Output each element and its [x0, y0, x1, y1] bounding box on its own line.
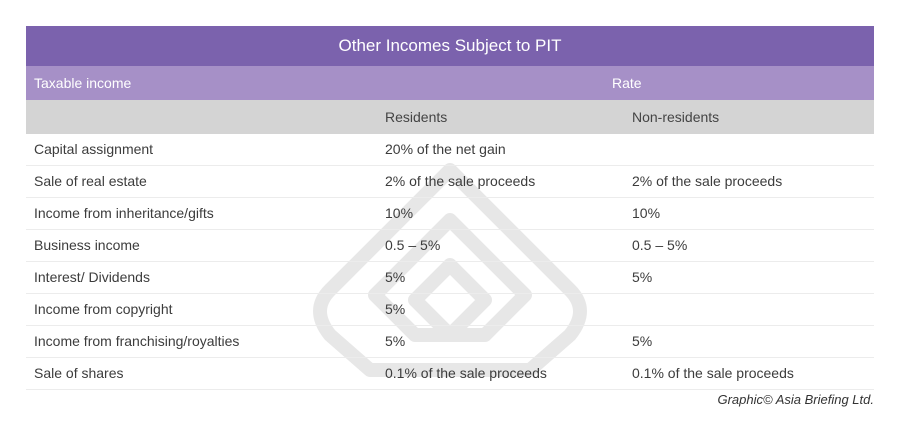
table-title: Other Incomes Subject to PIT — [26, 26, 874, 66]
cell-income: Interest/ Dividends — [34, 269, 150, 285]
cell-residents: 0.5 – 5% — [385, 237, 441, 253]
cell-income: Income from franchising/royalties — [34, 333, 240, 349]
cell-residents: 10% — [385, 205, 414, 221]
cell-income: Sale of shares — [34, 365, 124, 381]
header-rate: Rate — [612, 75, 642, 91]
subheader-residents: Residents — [385, 109, 448, 125]
cell-residents: 20% of the net gain — [385, 141, 506, 157]
cell-income: Income from inheritance/gifts — [34, 205, 214, 221]
income-table: Other Incomes Subject to PIT Taxable inc… — [26, 26, 874, 390]
cell-non-residents: 2% of the sale proceeds — [632, 173, 783, 189]
cell-income: Capital assignment — [34, 141, 154, 157]
table-row: Sale of real estate 2% of the sale procee… — [26, 166, 874, 198]
cell-residents: 5% — [385, 333, 406, 349]
cell-residents: 0.1% of the sale proceeds — [385, 365, 547, 381]
cell-non-residents: 0.5 – 5% — [632, 237, 688, 253]
cell-non-residents: 0.1% of the sale proceeds — [632, 365, 794, 381]
table-row: Income from inheritance/gifts 10% 10% — [26, 198, 874, 230]
table-row: Sale of shares 0.1% of the sale proceeds 0… — [26, 358, 874, 390]
table-header-row: Taxable income Rate — [26, 66, 874, 100]
table-row: Capital assignment 20% of the net gain — [26, 134, 874, 166]
cell-non-residents: 5% — [632, 269, 653, 285]
cell-income: Business income — [34, 237, 140, 253]
table-subheader-row: Residents Non-residents — [26, 100, 874, 134]
table-row: Business income 0.5 – 5% 0.5 – 5% — [26, 230, 874, 262]
credit-text: Graphic© Asia Briefing Ltd. — [717, 392, 874, 407]
cell-income: Sale of real estate — [34, 173, 147, 189]
cell-residents: 5% — [385, 269, 406, 285]
table-row: Income from copyright 5% — [26, 294, 874, 326]
header-taxable-income: Taxable income — [34, 75, 132, 91]
cell-non-residents: 10% — [632, 205, 661, 221]
cell-income: Income from copyright — [34, 301, 173, 317]
cell-residents: 2% of the sale proceeds — [385, 173, 536, 189]
cell-non-residents: 5% — [632, 333, 653, 349]
table-row: Interest/ Dividends 5% 5% — [26, 262, 874, 294]
subheader-non-residents: Non-residents — [632, 109, 720, 125]
cell-residents: 5% — [385, 301, 406, 317]
table-row: Income from franchising/royalties 5% 5% — [26, 326, 874, 358]
